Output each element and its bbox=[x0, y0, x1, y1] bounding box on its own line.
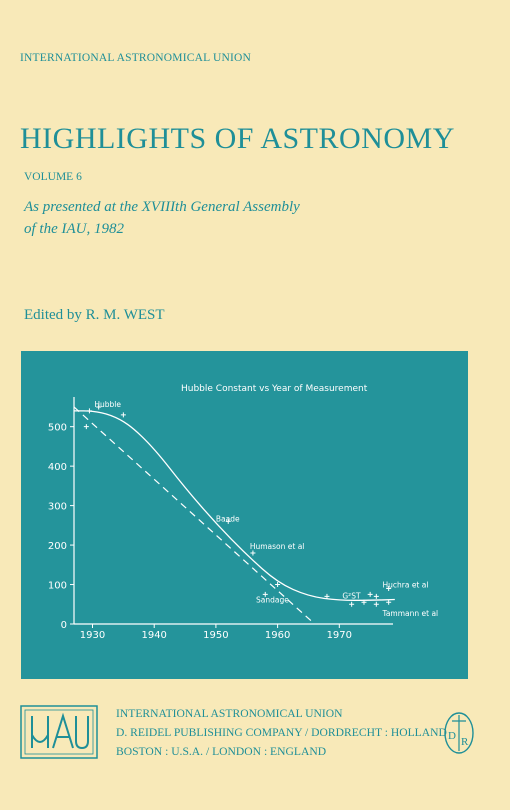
data-point bbox=[373, 601, 379, 607]
annotation-label: Humason et al bbox=[250, 542, 305, 551]
data-point bbox=[225, 518, 231, 524]
data-point bbox=[386, 585, 392, 591]
data-point bbox=[324, 593, 330, 599]
data-point bbox=[367, 591, 373, 597]
x-tick-label: 1950 bbox=[203, 630, 228, 641]
subtitle: As presented at the XVIIIth General Asse… bbox=[24, 196, 300, 240]
reidel-seal-icon: D R bbox=[444, 712, 474, 754]
book-title: HIGHLIGHTS OF ASTRONOMY bbox=[20, 122, 455, 155]
trend-line bbox=[73, 406, 316, 625]
chart-annotations: Hubble Baade Humason et al Sandage G²ST Huchr… bbox=[94, 400, 438, 618]
data-point bbox=[349, 601, 355, 607]
data-point bbox=[373, 593, 379, 599]
iau-logo-icon bbox=[20, 705, 98, 759]
chart-panel: Hubble Constant vs Year of Measurement 1… bbox=[21, 351, 468, 679]
x-tick-label: 1940 bbox=[141, 630, 166, 641]
y-tick-label: 100 bbox=[48, 581, 67, 592]
fit-curve bbox=[74, 410, 395, 601]
x-tick-label: 1930 bbox=[80, 630, 105, 641]
hubble-chart: Hubble Constant vs Year of Measurement 1… bbox=[48, 384, 438, 641]
y-tick-label: 200 bbox=[48, 541, 67, 552]
annotation-label: Hubble bbox=[94, 400, 121, 409]
subtitle-line-1: As presented at the XVIIIth General Asse… bbox=[24, 199, 300, 215]
data-point bbox=[361, 599, 367, 605]
svg-text:R: R bbox=[461, 736, 469, 748]
series-title: INTERNATIONAL ASTRONOMICAL UNION bbox=[20, 52, 252, 64]
data-point bbox=[96, 404, 102, 410]
data-point bbox=[250, 550, 256, 556]
chart-ticks: 1930 1940 1950 1960 1970 0 100 200 300 400 500 bbox=[48, 423, 352, 641]
annotation-label: G²ST bbox=[342, 591, 361, 600]
data-point bbox=[120, 412, 126, 418]
publisher-line-1: INTERNATIONAL ASTRONOMICAL UNION bbox=[116, 707, 343, 720]
data-point bbox=[386, 599, 392, 605]
annotation-label: Baade bbox=[216, 514, 240, 523]
x-tick-label: 1960 bbox=[265, 630, 290, 641]
y-tick-label: 300 bbox=[48, 502, 67, 513]
svg-text:D: D bbox=[448, 730, 456, 742]
data-point bbox=[86, 408, 92, 414]
annotation-label: Tammann et al bbox=[381, 609, 438, 618]
chart-title: Hubble Constant vs Year of Measurement bbox=[181, 384, 368, 394]
volume-label: VOLUME 6 bbox=[24, 171, 82, 183]
subtitle-line-2: of the IAU, 1982 bbox=[24, 221, 124, 237]
y-tick-label: 0 bbox=[61, 620, 67, 631]
data-point bbox=[262, 591, 268, 597]
publisher-line-3: BOSTON : U.S.A. / LONDON : ENGLAND bbox=[116, 745, 327, 758]
annotation-label: Huchra et al bbox=[382, 581, 428, 590]
y-tick-label: 400 bbox=[48, 462, 67, 473]
chart-axes bbox=[73, 397, 393, 625]
annotation-label: Sandage bbox=[256, 595, 289, 604]
data-point bbox=[83, 424, 89, 430]
chart-lines bbox=[73, 406, 395, 625]
publisher-block: INTERNATIONAL ASTRONOMICAL UNION D. REID… bbox=[116, 704, 447, 761]
publisher-line-2: D. REIDEL PUBLISHING COMPANY / DORDRECHT… bbox=[116, 726, 447, 739]
data-point bbox=[275, 582, 281, 588]
x-tick-label: 1970 bbox=[327, 630, 352, 641]
editor-credit: Edited by R. M. WEST bbox=[24, 307, 165, 323]
chart-points bbox=[83, 404, 392, 607]
y-tick-label: 500 bbox=[48, 423, 67, 434]
